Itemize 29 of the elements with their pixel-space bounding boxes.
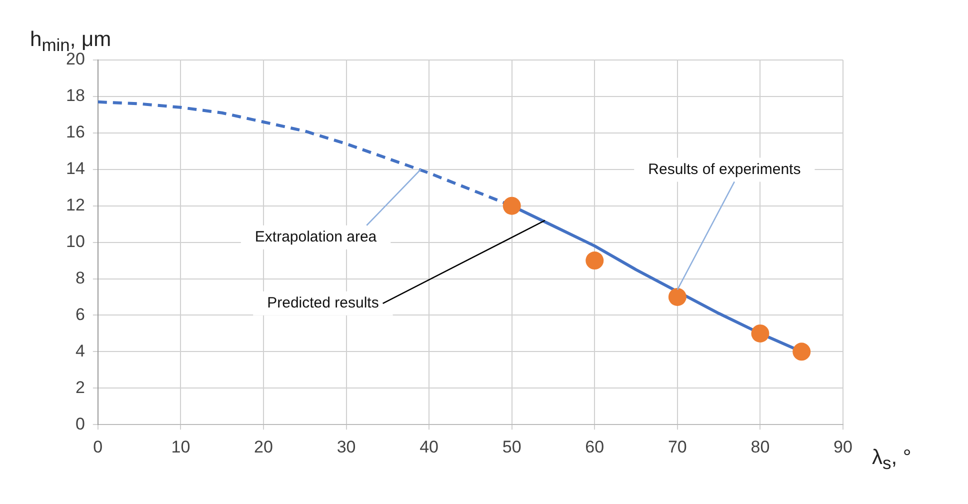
annotation: Extrapolation area <box>254 228 378 246</box>
point <box>586 252 604 270</box>
annotation: Results of experiments <box>648 160 801 178</box>
y-tick-label: 14 <box>66 159 85 178</box>
x-tick-label: 70 <box>668 437 687 456</box>
x-tick-label: 60 <box>585 437 604 456</box>
x-tick-label: 80 <box>750 437 770 456</box>
x-tick-label: 30 <box>336 437 356 456</box>
point <box>668 288 686 306</box>
x-axis-title: λ$_{s}$, ° <box>872 446 912 474</box>
y-tick-label: 18 <box>66 86 85 106</box>
y-tick-label: 8 <box>75 268 85 288</box>
x-tick-label: 90 <box>834 437 852 456</box>
x-tick-label: 20 <box>254 437 273 456</box>
point <box>792 342 811 361</box>
y-tick-label: 2 <box>75 378 85 397</box>
x-tick-label: 40 <box>420 437 439 456</box>
point <box>751 324 770 342</box>
point <box>502 196 521 215</box>
annotation: Predicted results <box>267 294 379 312</box>
y-tick-label: 10 <box>66 232 85 251</box>
y-tick-label: 16 <box>66 122 85 142</box>
y-tick-label: 0 <box>75 414 85 434</box>
y-tick-label: 6 <box>75 304 85 324</box>
y-tick-label: 12 <box>66 196 85 215</box>
x-tick-label: 10 <box>171 437 190 456</box>
y-tick-label: 4 <box>75 341 85 360</box>
x-tick-label: 0 <box>93 437 103 456</box>
x-tick-label: 50 <box>502 437 522 456</box>
